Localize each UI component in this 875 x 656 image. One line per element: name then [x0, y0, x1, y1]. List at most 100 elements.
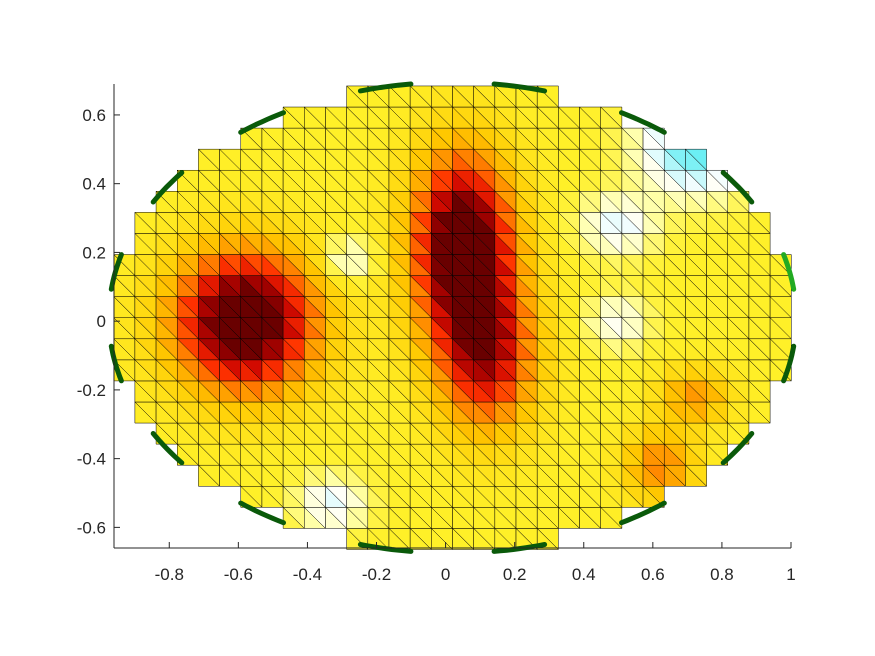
mesh-triangle	[304, 232, 327, 255]
mesh-triangle	[515, 85, 538, 108]
mesh-triangle	[346, 106, 369, 129]
mesh-triangle	[515, 464, 538, 487]
mesh-triangle	[558, 464, 581, 487]
mesh-triangle	[282, 148, 305, 171]
mesh-triangle	[685, 232, 708, 255]
mesh-triangle	[473, 380, 496, 403]
mesh-triangle	[367, 148, 390, 171]
mesh-triangle	[663, 443, 687, 466]
mesh-triangle	[600, 359, 623, 382]
mesh-triangle	[515, 317, 538, 340]
mesh-triangle	[409, 506, 432, 529]
mesh-triangle	[134, 232, 157, 255]
y-tick-label: -0.4	[77, 450, 106, 469]
mesh-triangle	[536, 443, 559, 466]
mesh-triangle	[431, 127, 454, 150]
mesh-triangle	[452, 359, 475, 382]
axes	[113, 84, 791, 549]
mesh-triangle	[367, 338, 390, 361]
mesh-triangle	[473, 506, 496, 529]
mesh-triangle	[240, 359, 263, 382]
mesh-triangle	[685, 380, 708, 403]
mesh-triangle	[282, 506, 305, 529]
mesh-triangle	[663, 317, 687, 340]
mesh-triangle	[642, 169, 665, 192]
mesh-triangle	[431, 211, 454, 234]
mesh-triangle	[452, 464, 475, 487]
mesh-triangle	[282, 296, 305, 318]
mesh-triangle	[579, 127, 602, 150]
mesh-triangle	[642, 443, 665, 466]
mesh-triangle	[219, 274, 242, 297]
electrode	[619, 110, 667, 135]
mesh-triangle	[282, 485, 305, 508]
mesh-triangle	[558, 148, 581, 171]
mesh-triangle	[748, 380, 771, 403]
mesh-triangle	[219, 464, 242, 487]
mesh-triangle	[558, 253, 581, 276]
mesh-triangle	[240, 422, 263, 445]
mesh-triangle	[325, 127, 348, 150]
mesh-triangle	[452, 211, 475, 234]
mesh-triangle	[600, 338, 623, 361]
mesh-triangle	[685, 190, 708, 213]
mesh-triangle	[388, 296, 411, 318]
mesh-triangle	[346, 380, 369, 403]
mesh-triangle	[663, 253, 687, 276]
mesh-triangle	[304, 296, 327, 318]
mesh-triangle	[706, 296, 729, 318]
mesh-triangle	[367, 253, 390, 276]
mesh-triangle	[219, 359, 242, 382]
electrode	[108, 343, 124, 384]
mesh-triangle	[621, 211, 644, 234]
mesh-triangle	[325, 485, 348, 508]
mesh-triangle	[473, 106, 496, 129]
mesh-triangle	[579, 148, 602, 171]
mesh-triangle	[282, 338, 305, 361]
mesh-triangle	[198, 253, 221, 276]
mesh-layer	[113, 85, 792, 551]
mesh-triangle	[663, 169, 687, 192]
mesh-triangle	[388, 317, 411, 340]
mesh-triangle	[769, 253, 792, 276]
mesh-triangle	[600, 253, 623, 276]
mesh-triangle	[409, 232, 432, 255]
mesh-triangle	[198, 380, 221, 403]
mesh-triangle	[198, 317, 221, 340]
mesh-triangle	[536, 148, 559, 171]
mesh-triangle	[706, 190, 729, 213]
mesh-triangle	[536, 380, 559, 403]
mesh-triangle	[748, 338, 771, 361]
mesh-triangle	[473, 401, 496, 424]
mesh-triangle	[621, 443, 644, 466]
mesh-triangle	[261, 190, 284, 213]
mesh-triangle	[769, 274, 792, 297]
mesh-triangle	[261, 127, 284, 150]
mesh-triangle	[473, 127, 496, 150]
mesh-triangle	[536, 106, 559, 129]
mesh-triangle	[621, 169, 644, 192]
mesh-triangle	[579, 380, 602, 403]
mesh-triangle	[219, 296, 242, 318]
mesh-triangle	[642, 148, 665, 171]
mesh-triangle	[367, 422, 390, 445]
mesh-triangle	[473, 296, 496, 318]
mesh-triangle	[346, 296, 369, 318]
mesh-triangle	[621, 464, 644, 487]
mesh-triangle	[473, 232, 496, 255]
mesh-triangle	[727, 422, 750, 445]
mesh-triangle	[176, 232, 200, 255]
mesh-triangle	[219, 148, 242, 171]
mesh-triangle	[642, 211, 665, 234]
mesh-triangle	[706, 338, 729, 361]
mesh-triangle	[155, 338, 178, 361]
mesh-triangle	[240, 338, 263, 361]
mesh-triangle	[388, 422, 411, 445]
mesh-triangle	[494, 296, 517, 318]
mesh-triangle	[261, 169, 284, 192]
mesh-triangle	[769, 317, 792, 340]
mesh-triangle	[388, 338, 411, 361]
mesh-triangle	[663, 422, 687, 445]
electrode	[150, 431, 185, 466]
mesh-triangle	[176, 253, 200, 276]
